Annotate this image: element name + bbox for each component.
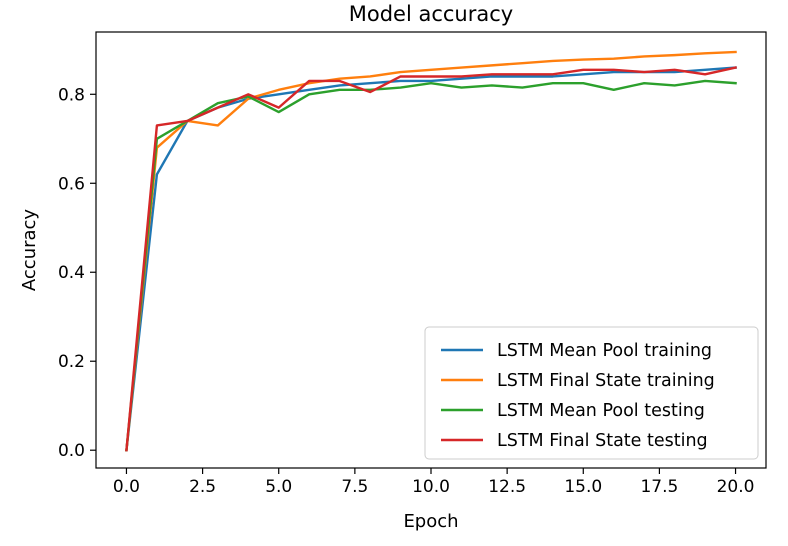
x-tick-label: 0.0	[113, 477, 140, 497]
x-tick-label: 2.5	[189, 477, 216, 497]
y-tick-label: 0.0	[58, 441, 85, 461]
x-tick-label: 15.0	[564, 477, 602, 497]
x-tick-label: 12.5	[488, 477, 526, 497]
x-axis: 0.0 2.5 5.0 7.5 10.0 12.5 15.0 17.5 20.0	[113, 468, 755, 497]
y-axis: 0.0 0.2 0.4 0.6 0.8	[58, 85, 96, 461]
x-axis-label: Epoch	[403, 511, 458, 532]
y-tick-label: 0.6	[58, 174, 85, 194]
legend: LSTM Mean Pool training LSTM Final State …	[425, 327, 758, 459]
y-tick-label: 0.8	[58, 85, 85, 105]
x-tick-label: 5.0	[265, 477, 292, 497]
x-tick-label: 20.0	[717, 477, 755, 497]
x-tick-label: 10.0	[412, 477, 450, 497]
y-axis-label: Accuracy	[19, 209, 40, 292]
y-tick-label: 0.2	[58, 352, 85, 372]
legend-label-3: LSTM Mean Pool testing	[497, 401, 705, 421]
chart-title: Model accuracy	[349, 2, 513, 26]
x-tick-label: 7.5	[341, 477, 368, 497]
y-tick-label: 0.4	[58, 263, 85, 283]
legend-label-2: LSTM Final State training	[497, 371, 715, 391]
x-tick-label: 17.5	[640, 477, 678, 497]
legend-label-4: LSTM Final State testing	[497, 431, 708, 451]
legend-label-1: LSTM Mean Pool training	[497, 341, 712, 361]
